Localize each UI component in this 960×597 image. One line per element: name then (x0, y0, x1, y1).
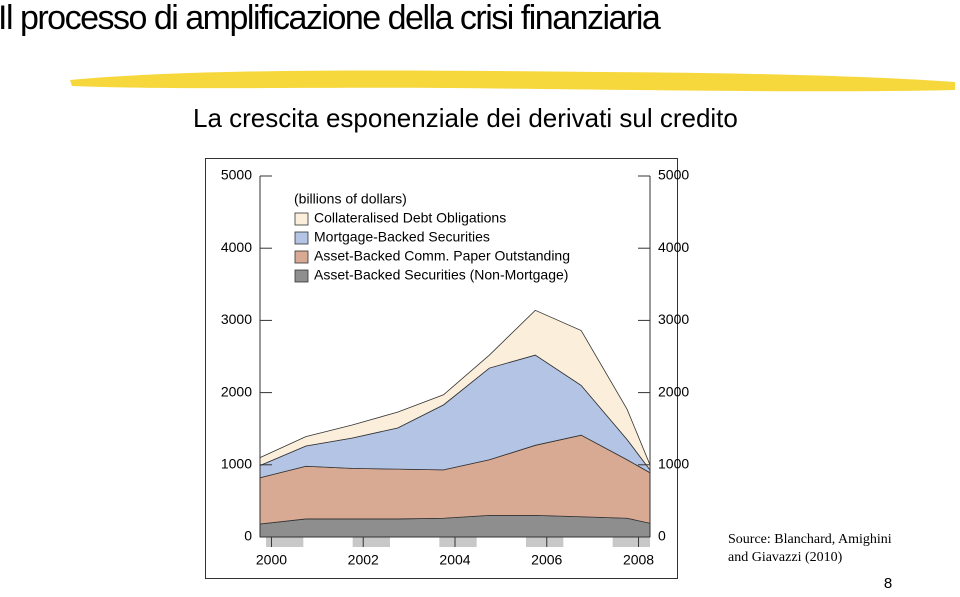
source: Source: Blanchard, Amighini (728, 532, 892, 547)
axis-band (439, 537, 477, 547)
slide-subtitle: La crescita esponenziale dei derivati su… (193, 103, 738, 133)
x-tick-label: 2000 (256, 552, 287, 568)
axis-band (526, 537, 564, 547)
y-tick-label: 4000 (221, 239, 252, 255)
y-tick-label: 5000 (221, 167, 252, 183)
y-tick-label: 0 (244, 528, 252, 544)
y-tick-label: 1000 (221, 456, 252, 472)
source: and Giavazzi (2010) (728, 550, 843, 565)
legend-swatch (294, 269, 309, 283)
legend-label: Collateralised Debt Obligations (314, 210, 506, 226)
y2-tick-label: 2000 (658, 383, 689, 399)
y2-tick-label: 3000 (658, 311, 689, 327)
chart-frame (205, 158, 678, 579)
y-tick-label: 3000 (221, 311, 252, 327)
slide-title: Il processo di amplificazione della cris… (0, 0, 661, 37)
axis-band (352, 537, 390, 547)
y2-tick-label: 1000 (658, 456, 689, 472)
x-tick-label: 2002 (348, 552, 379, 568)
legend-label: Asset-Backed Securities (Non-Mortgage) (314, 267, 568, 283)
y-tick-label: 2000 (221, 383, 252, 399)
x-tick-label: 2006 (531, 552, 562, 568)
legend-swatch (294, 212, 309, 226)
axis-band (612, 537, 650, 547)
unit-label: (billions of dollars) (294, 191, 407, 207)
legend-swatch (294, 231, 309, 245)
y2-tick-label: 4000 (658, 239, 689, 255)
x-tick-label: 2004 (439, 552, 470, 568)
page-number: 8 (884, 575, 892, 592)
brush-stroke (70, 70, 955, 92)
y2-tick-label: 5000 (658, 167, 689, 183)
legend-swatch (294, 250, 309, 264)
legend-label: Asset-Backed Comm. Paper Outstanding (314, 248, 570, 264)
axis-band (266, 537, 304, 547)
legend-label: Mortgage-Backed Securities (314, 229, 490, 245)
y2-tick-label: 0 (658, 528, 666, 544)
x-tick-label: 2008 (623, 552, 654, 568)
